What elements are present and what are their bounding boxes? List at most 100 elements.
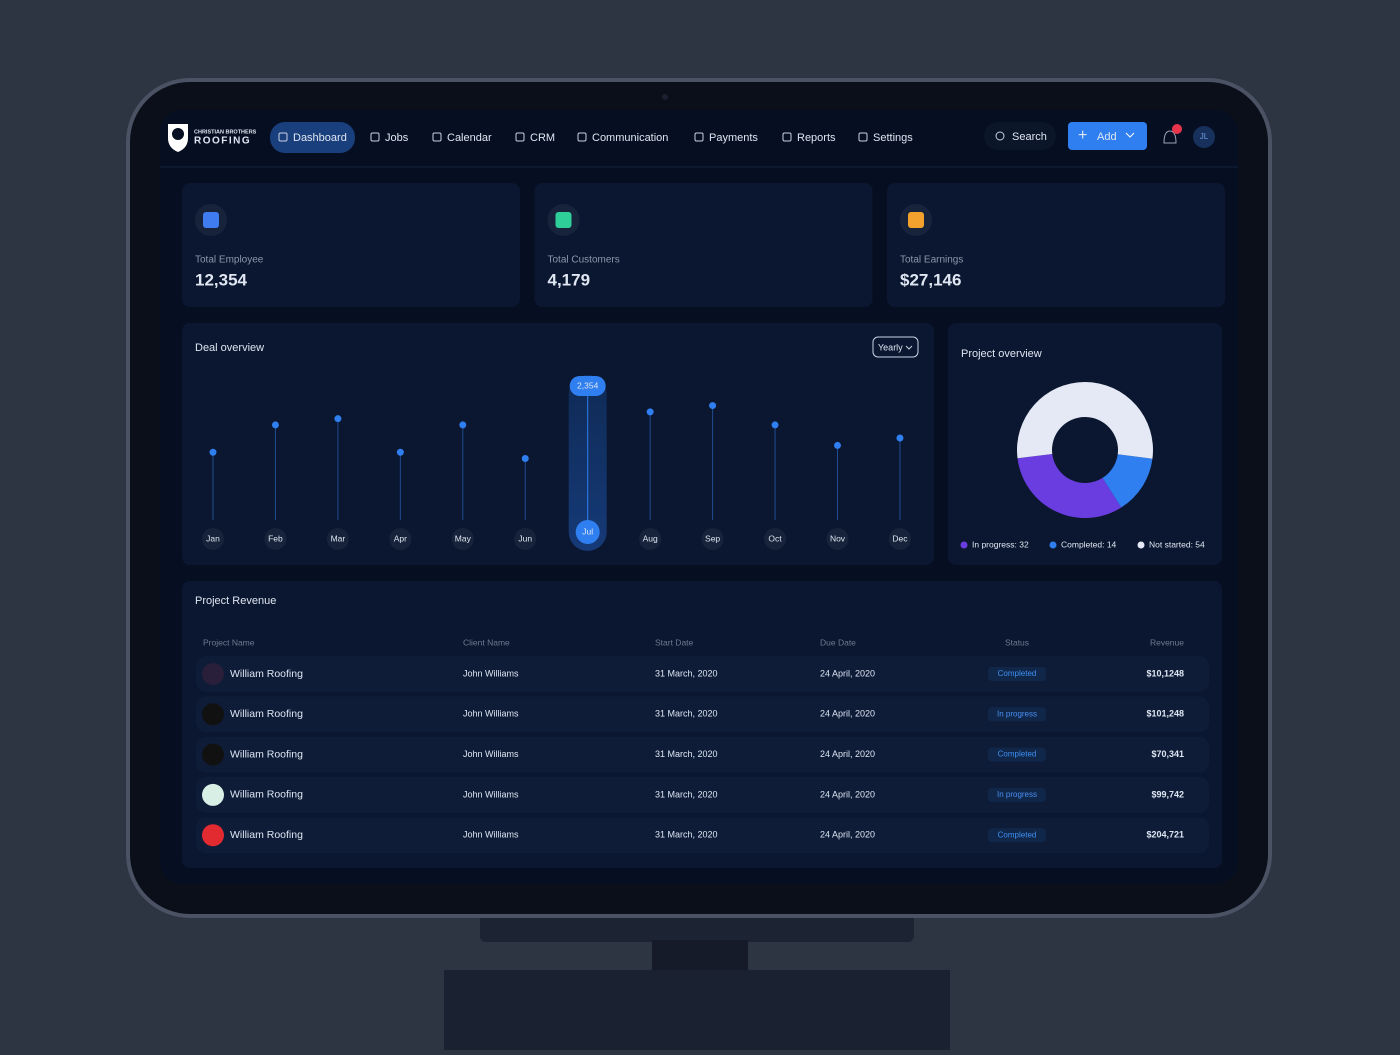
filter-button[interactable] — [872, 336, 919, 358]
avatar[interactable] — [1193, 126, 1215, 148]
cell: William Roofing — [230, 829, 303, 841]
search-box[interactable] — [984, 122, 1056, 150]
nav-item[interactable]: Communication — [592, 132, 668, 144]
cell: John Williams — [463, 709, 519, 719]
nav-active — [270, 122, 355, 153]
value-label: 2,354 — [577, 380, 599, 390]
cell: 31 March, 2020 — [655, 830, 718, 840]
x-tick-label: Dec — [892, 533, 908, 543]
month-marker — [701, 528, 724, 550]
stat-label: Total Employee — [195, 255, 264, 266]
dot — [271, 421, 279, 429]
cell: $99,742 — [1151, 789, 1184, 799]
cell: $101,248 — [1146, 709, 1184, 719]
status: Completed — [998, 830, 1037, 839]
nav-item[interactable]: Calendar — [447, 132, 492, 144]
chart-title: Deal overview — [195, 342, 264, 354]
x-tick-label: Jun — [518, 533, 532, 543]
nav-icon — [515, 132, 525, 142]
cell: 31 March, 2020 — [655, 749, 718, 759]
table-title: Project Revenue — [195, 595, 276, 607]
cell: John Williams — [463, 668, 519, 678]
card — [182, 323, 934, 565]
stat-icon — [908, 212, 924, 228]
nav-item[interactable]: Dashboard — [293, 132, 347, 144]
chart-title: Project overview — [961, 348, 1042, 360]
month-marker — [514, 528, 537, 550]
legend-label: Completed: 14 — [1061, 539, 1117, 549]
x-tick-label: Apr — [394, 533, 407, 543]
stat-icon — [555, 212, 572, 228]
x-tick-label: Jul — [582, 526, 593, 536]
cell: John Williams — [463, 789, 519, 799]
status-badge — [988, 707, 1046, 722]
table-row — [196, 776, 1209, 813]
nav-icon — [278, 132, 288, 142]
x-tick-label: Sep — [705, 533, 720, 543]
x-tick-label: Nov — [830, 533, 846, 543]
status: Completed — [998, 750, 1037, 759]
client-logo — [202, 703, 224, 726]
cell: 24 April, 2020 — [820, 830, 875, 840]
status: Completed — [998, 669, 1037, 678]
x-tick-label: Mar — [331, 533, 346, 543]
cell: William Roofing — [230, 708, 303, 720]
x-tick-label: Aug — [643, 533, 658, 543]
search-text: Search — [1012, 131, 1047, 143]
nav-icon — [432, 132, 442, 142]
dot — [334, 415, 342, 423]
nav-item[interactable]: CRM — [530, 132, 555, 144]
month-marker — [764, 528, 787, 550]
add-button[interactable] — [1068, 122, 1147, 150]
dot — [521, 455, 529, 463]
value-bubble — [569, 376, 606, 396]
dot — [896, 434, 904, 442]
filter-caret — [905, 345, 913, 350]
cell: 24 April, 2020 — [820, 789, 875, 799]
table-row — [196, 817, 1209, 854]
month-marker — [326, 528, 349, 550]
column-header: Start Date — [655, 637, 694, 647]
client-logo — [202, 824, 224, 847]
stat-value: 12,354 — [195, 270, 248, 289]
add-icon: + — [1078, 127, 1087, 144]
stat-card — [887, 183, 1225, 307]
nav-icon — [370, 132, 380, 142]
bell[interactable] — [1163, 130, 1177, 144]
cell: 31 March, 2020 — [655, 789, 718, 799]
avatar-initials: JL — [1200, 132, 1209, 141]
nav-item[interactable]: Settings — [873, 132, 913, 144]
month-marker — [202, 528, 224, 550]
stat-value: 4,179 — [548, 270, 591, 289]
donut-slice — [1017, 382, 1153, 459]
column-header: Status — [1005, 637, 1029, 647]
nav-icon — [577, 132, 587, 142]
table-row — [196, 656, 1209, 692]
stat-card — [534, 183, 873, 307]
stat-icon — [203, 212, 219, 228]
cell: $204,721 — [1146, 830, 1184, 840]
cell: William Roofing — [230, 668, 303, 680]
nav-item[interactable]: Jobs — [385, 132, 409, 144]
logo-bottom: ROOFING — [194, 136, 251, 147]
status-badge — [988, 667, 1046, 681]
cell: 24 April, 2020 — [820, 709, 875, 719]
nav-item[interactable]: Reports — [797, 132, 836, 144]
nav-item[interactable]: Payments — [709, 132, 758, 144]
donut-slice — [1017, 454, 1122, 518]
x-tick-label: Oct — [768, 533, 782, 543]
stat-value: $27,146 — [900, 270, 961, 289]
legend-dot — [960, 541, 968, 549]
dot — [709, 402, 717, 410]
column-header: Due Date — [820, 637, 856, 647]
stat-card — [182, 183, 520, 307]
legend-label: In progress: 32 — [972, 539, 1029, 549]
legend-dot — [1049, 541, 1057, 549]
client-logo — [202, 663, 224, 685]
stat-label: Total Earnings — [900, 255, 963, 266]
donut-slice — [1102, 454, 1153, 508]
status-badge — [988, 828, 1046, 843]
month-marker — [264, 528, 287, 550]
status: In progress — [997, 790, 1037, 799]
month-marker — [888, 528, 911, 550]
